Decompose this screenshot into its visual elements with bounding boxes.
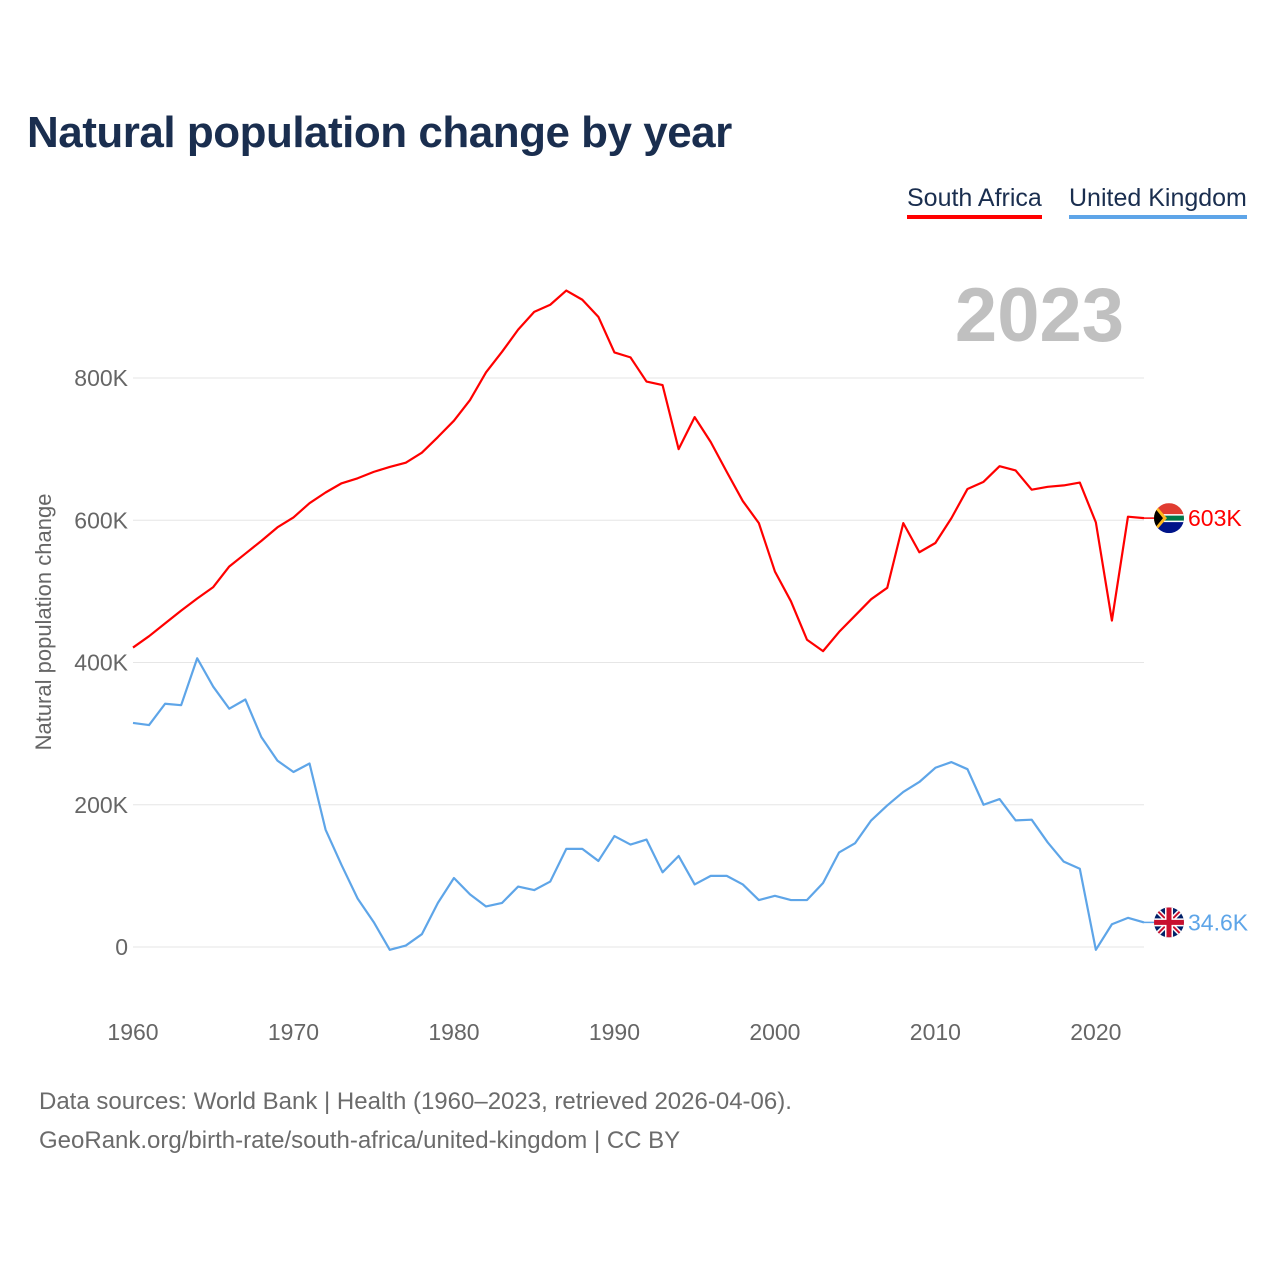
y-tick-label: 400K [74, 650, 128, 676]
y-tick-label: 800K [74, 365, 128, 391]
x-tick-label: 1980 [428, 1019, 479, 1045]
x-tick-label: 2000 [749, 1019, 800, 1045]
source-note: Data sources: World Bank | Health (1960–… [39, 1088, 792, 1115]
united-kingdom-flag-icon [1154, 907, 1184, 938]
x-tick-label: 1990 [589, 1019, 640, 1045]
y-tick-label: 600K [74, 507, 128, 533]
chart-title: Natural population change by year [27, 108, 732, 157]
y-tick-label: 0 [115, 934, 128, 960]
source-link[interactable]: GeoRank.org/birth-rate/south-africa/unit… [39, 1127, 681, 1154]
x-tick-label: 1960 [107, 1019, 158, 1045]
y-axis-label: Natural population change [31, 494, 56, 751]
end-value-label: 603K [1188, 505, 1242, 531]
series-line-south-africa [132, 289, 1145, 653]
end-value-label: 34.6K [1188, 909, 1249, 935]
legend-united-kingdom[interactable]: United Kingdom [1069, 184, 1247, 219]
year-label: 2023 [954, 273, 1124, 358]
x-tick-label: 1970 [268, 1019, 319, 1045]
y-tick-label: 200K [74, 792, 128, 818]
x-tick-label: 2020 [1070, 1019, 1121, 1045]
x-tick-label: 2010 [910, 1019, 961, 1045]
legend-south-africa[interactable]: South Africa [907, 184, 1042, 219]
series-line-united-kingdom [132, 657, 1145, 951]
south-africa-flag-icon [1154, 503, 1184, 534]
